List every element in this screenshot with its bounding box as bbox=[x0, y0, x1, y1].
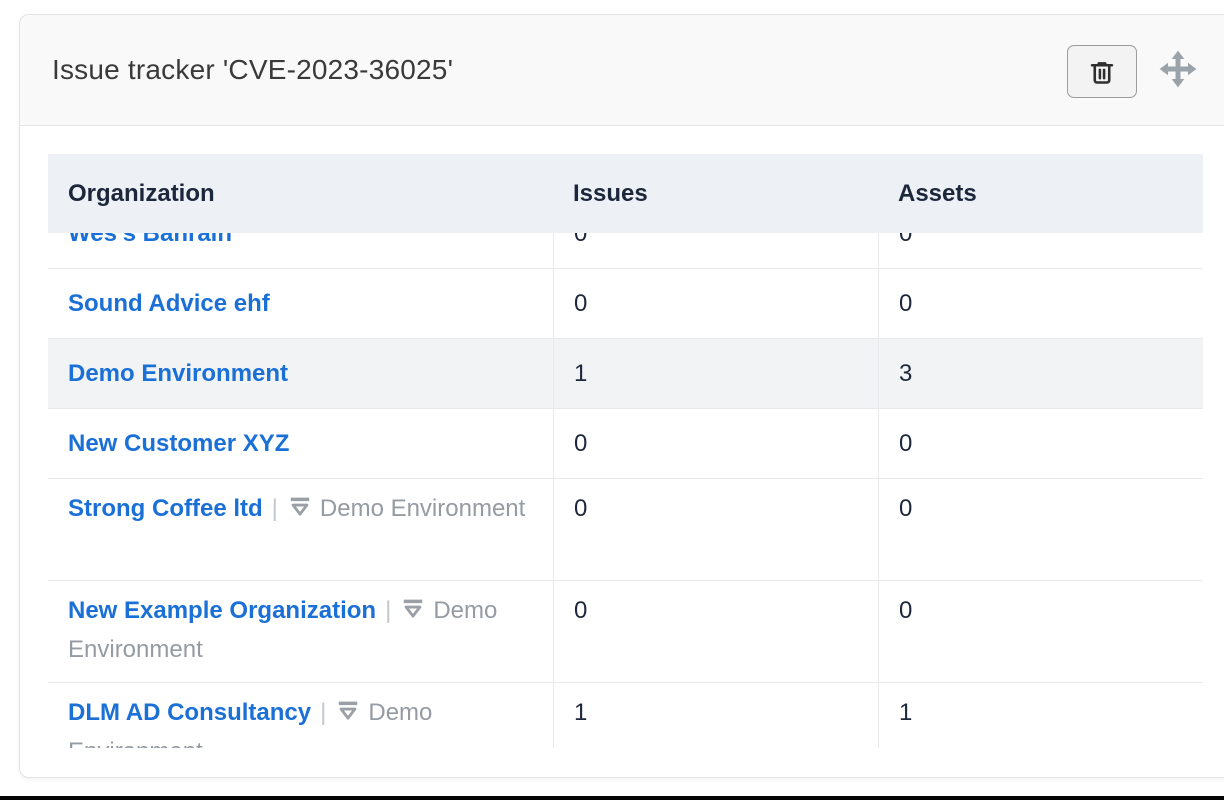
separator: | bbox=[385, 597, 391, 624]
arrows-move-icon bbox=[1157, 48, 1199, 95]
organization-cell: Demo Environment bbox=[48, 356, 553, 391]
organization-link[interactable]: New Customer XYZ bbox=[68, 430, 289, 457]
organizations-table: Organization Issues Assets Wes's Bahrain… bbox=[48, 154, 1203, 748]
organization-link[interactable]: New Example Organization bbox=[68, 597, 376, 624]
delete-widget-button[interactable] bbox=[1067, 45, 1137, 98]
assets-count: 1 bbox=[878, 683, 1203, 748]
trash-icon bbox=[1088, 58, 1116, 86]
assets-count: 0 bbox=[878, 479, 1203, 580]
issues-count: 0 bbox=[553, 581, 878, 682]
separator: | bbox=[272, 495, 278, 522]
organization-link[interactable]: Demo Environment bbox=[68, 360, 288, 387]
assets-count: 0 bbox=[878, 269, 1203, 338]
organization-cell: New Customer XYZ bbox=[48, 426, 553, 461]
table-row: Sound Advice ehf 0 0 bbox=[48, 269, 1203, 339]
issues-count: 1 bbox=[553, 339, 878, 408]
table-row: Demo Environment 1 3 bbox=[48, 339, 1203, 409]
separator: | bbox=[320, 699, 326, 726]
organization-link[interactable]: Sound Advice ehf bbox=[68, 290, 270, 317]
table-header-row: Organization Issues Assets bbox=[48, 154, 1203, 233]
issue-tracker-widget-card: Issue tracker 'CVE-2023-36025' bbox=[19, 14, 1224, 778]
parent-organization-label: Demo Environment bbox=[320, 495, 525, 522]
widget-header: Issue tracker 'CVE-2023-36025' bbox=[20, 15, 1224, 126]
table-row: DLM AD Consultancy|Demo Environment 1 1 bbox=[48, 683, 1203, 748]
funnel-icon bbox=[287, 494, 313, 530]
table-row: Strong Coffee ltd | Demo Environment 0 0 bbox=[48, 479, 1203, 581]
organization-link[interactable]: Strong Coffee ltd bbox=[68, 495, 263, 522]
assets-count: 3 bbox=[878, 339, 1203, 408]
column-header-organization: Organization bbox=[48, 176, 553, 211]
organization-cell: DLM AD Consultancy|Demo Environment bbox=[48, 683, 553, 748]
page: Issue tracker 'CVE-2023-36025' bbox=[0, 0, 1224, 804]
table-row: New Customer XYZ 0 0 bbox=[48, 409, 1203, 479]
column-header-assets: Assets bbox=[878, 180, 1203, 208]
funnel-icon bbox=[335, 698, 361, 734]
issues-count: 0 bbox=[553, 479, 878, 580]
organization-link[interactable]: DLM AD Consultancy bbox=[68, 699, 311, 726]
issues-count: 0 bbox=[553, 269, 878, 338]
move-widget-handle[interactable] bbox=[1156, 49, 1200, 93]
page-bottom-edge bbox=[0, 796, 1224, 800]
organization-cell: Strong Coffee ltd | Demo Environment bbox=[48, 479, 553, 530]
issues-count: 1 bbox=[553, 683, 878, 748]
table-body: Wes's Bahrain 0 0 Sound Advice ehf 0 0 D… bbox=[48, 199, 1203, 748]
funnel-icon bbox=[400, 596, 426, 632]
assets-count: 0 bbox=[878, 581, 1203, 682]
organization-cell: New Example Organization|Demo Environmen… bbox=[48, 581, 553, 667]
issues-count: 0 bbox=[553, 409, 878, 478]
table-row: New Example Organization|Demo Environmen… bbox=[48, 581, 1203, 683]
widget-title: Issue tracker 'CVE-2023-36025' bbox=[20, 54, 453, 86]
organization-cell: Sound Advice ehf bbox=[48, 286, 553, 321]
assets-count: 0 bbox=[878, 409, 1203, 478]
column-header-issues: Issues bbox=[553, 180, 878, 208]
